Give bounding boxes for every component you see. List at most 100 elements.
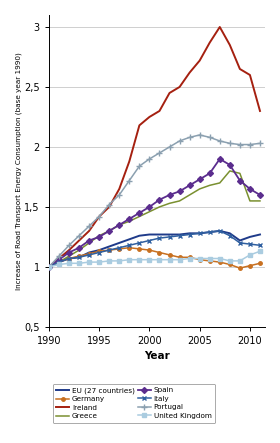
- Germany: [118, 246, 121, 252]
- Spain: [118, 222, 121, 228]
- Ireland: [188, 70, 191, 75]
- Greece: [118, 222, 121, 228]
- United Kingdom: [108, 258, 111, 264]
- Portugal: [138, 163, 141, 169]
- Germany: [128, 245, 131, 250]
- Germany: [77, 253, 81, 259]
- Spain: [148, 204, 151, 210]
- Italy: [238, 240, 242, 245]
- United Kingdom: [198, 256, 201, 261]
- Ireland: [218, 24, 221, 30]
- Germany: [228, 262, 232, 267]
- EU (27 countries): [67, 256, 71, 261]
- Spain: [87, 238, 91, 243]
- Germany: [208, 258, 211, 264]
- Italy: [148, 238, 151, 243]
- United Kingdom: [57, 262, 61, 267]
- Spain: [158, 197, 161, 202]
- Portugal: [87, 223, 91, 229]
- Italy: [118, 245, 121, 250]
- Spain: [128, 216, 131, 222]
- EU (27 countries): [128, 237, 131, 242]
- Germany: [138, 246, 141, 252]
- Legend: EU (27 countries), Germany, Ireland, Greece, Spain, Italy, Portugal, United King: EU (27 countries), Germany, Ireland, Gre…: [53, 384, 215, 423]
- Germany: [87, 251, 91, 256]
- Germany: [238, 265, 242, 271]
- Greece: [77, 248, 81, 253]
- Portugal: [97, 214, 101, 219]
- EU (27 countries): [148, 232, 151, 237]
- Ireland: [138, 123, 141, 128]
- Ireland: [178, 84, 181, 89]
- Italy: [47, 264, 51, 269]
- Italy: [178, 233, 181, 238]
- Germany: [108, 248, 111, 253]
- EU (27 countries): [218, 228, 221, 233]
- EU (27 countries): [87, 250, 91, 255]
- Italy: [128, 243, 131, 248]
- EU (27 countries): [77, 255, 81, 260]
- Portugal: [158, 150, 161, 155]
- Italy: [168, 234, 171, 240]
- Greece: [258, 198, 262, 204]
- Greece: [218, 180, 221, 186]
- Spain: [218, 156, 221, 162]
- Italy: [97, 250, 101, 255]
- Portugal: [108, 202, 111, 207]
- Portugal: [118, 192, 121, 198]
- Germany: [178, 255, 181, 260]
- Italy: [258, 243, 262, 248]
- Germany: [158, 250, 161, 255]
- EU (27 countries): [238, 238, 242, 243]
- Italy: [67, 256, 71, 261]
- EU (27 countries): [168, 232, 171, 237]
- Italy: [57, 260, 61, 265]
- Greece: [47, 264, 51, 269]
- Ireland: [248, 72, 252, 78]
- EU (27 countries): [47, 264, 51, 269]
- Italy: [218, 228, 221, 233]
- Portugal: [67, 243, 71, 248]
- United Kingdom: [178, 257, 181, 262]
- Ireland: [87, 228, 91, 233]
- Greece: [87, 240, 91, 245]
- Greece: [97, 233, 101, 238]
- United Kingdom: [238, 258, 242, 264]
- Ireland: [208, 40, 211, 45]
- United Kingdom: [218, 256, 221, 261]
- Germany: [57, 260, 61, 265]
- Portugal: [168, 144, 171, 150]
- Spain: [67, 250, 71, 255]
- Spain: [208, 171, 211, 176]
- Germany: [188, 255, 191, 260]
- Portugal: [198, 132, 201, 138]
- Portugal: [47, 264, 51, 269]
- Italy: [87, 252, 91, 257]
- Ireland: [47, 264, 51, 269]
- Italy: [108, 248, 111, 253]
- EU (27 countries): [108, 244, 111, 249]
- United Kingdom: [248, 252, 252, 257]
- Germany: [67, 256, 71, 261]
- Ireland: [158, 108, 161, 113]
- Spain: [188, 183, 191, 188]
- EU (27 countries): [158, 232, 161, 237]
- Germany: [248, 263, 252, 268]
- Line: Portugal: Portugal: [46, 132, 263, 270]
- Italy: [77, 255, 81, 260]
- Greece: [57, 260, 61, 265]
- Greece: [168, 201, 171, 206]
- Portugal: [178, 138, 181, 144]
- United Kingdom: [97, 260, 101, 265]
- EU (27 countries): [178, 232, 181, 237]
- Line: Spain: Spain: [47, 157, 262, 269]
- Portugal: [238, 142, 242, 147]
- Portugal: [258, 141, 262, 146]
- Portugal: [218, 138, 221, 144]
- Germany: [97, 249, 101, 254]
- Spain: [97, 234, 101, 240]
- Ireland: [128, 159, 131, 164]
- Portugal: [57, 253, 61, 259]
- Line: EU (27 countries): EU (27 countries): [49, 231, 260, 267]
- Greece: [188, 192, 191, 198]
